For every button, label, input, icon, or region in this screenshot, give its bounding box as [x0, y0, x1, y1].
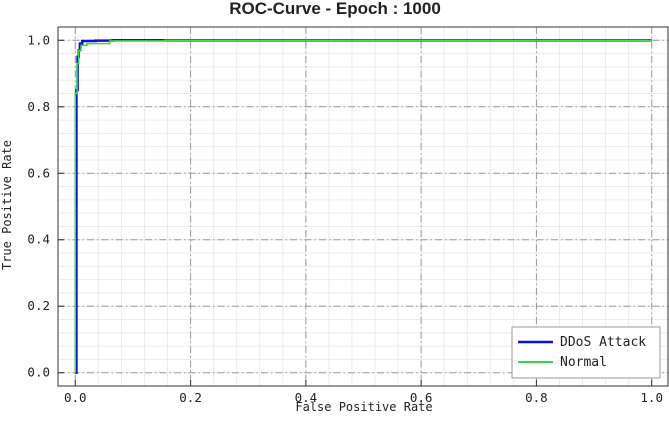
x-tick-label: 0.2: [179, 390, 202, 405]
legend-label-ddos-attack: DDoS Attack: [560, 335, 646, 350]
x-axis-label: False Positive Rate: [295, 400, 432, 414]
x-tick-label: 0.8: [525, 390, 548, 405]
x-tick-label: 1.0: [640, 390, 663, 405]
plot-frame: [57, 26, 669, 387]
legend-label-normal: Normal: [560, 355, 607, 370]
y-tick-label: 0.6: [27, 165, 50, 180]
legend-box: [511, 326, 661, 379]
y-tick-label: 0.2: [27, 298, 50, 313]
y-axis-label: True Positive Rate: [0, 140, 14, 270]
legend: DDoS Attack Normal: [511, 326, 661, 379]
y-tick-label: 0.8: [27, 99, 50, 114]
chart-title: ROC-Curve - Epoch : 1000: [229, 0, 441, 18]
y-tick-label: 1.0: [27, 32, 50, 47]
series-lines: [74, 39, 652, 374]
y-tick-label: 0.0: [27, 365, 50, 380]
series-line-normal: [74, 39, 652, 373]
x-tick-label: 0.6: [410, 390, 433, 405]
series-line-ddos-attack: [75, 39, 652, 374]
x-tick-label: 0.0: [64, 390, 87, 405]
axis-ticks: 0.0 0.2 0.4 0.6 0.8 1.0 0.0 0.2 0.4 0.6 0.8 1.0: [27, 32, 663, 405]
y-tick-label: 0.4: [27, 232, 50, 247]
x-tick-label: 0.4: [295, 390, 318, 405]
